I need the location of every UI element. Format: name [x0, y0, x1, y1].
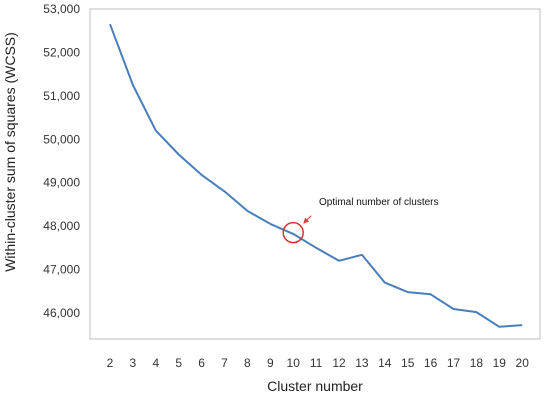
x-tick-label: 15: [401, 356, 415, 370]
y-tick-label: 49,000: [43, 176, 80, 190]
y-tick-label: 48,000: [43, 219, 80, 233]
x-tick-label: 16: [424, 356, 438, 370]
x-tick-label: 13: [355, 356, 369, 370]
plot-frame: [89, 8, 541, 340]
x-tick-label: 18: [470, 356, 484, 370]
x-tick-label: 19: [493, 356, 507, 370]
y-tick-label: 50,000: [43, 132, 80, 146]
x-tick-label: 12: [332, 356, 346, 370]
x-axis-title: Cluster number: [267, 378, 363, 394]
series-line-wcss: [109, 23, 523, 328]
x-tick-label: 6: [198, 356, 205, 370]
y-axis-ticks: 46,000 47,000 48,000 49,000 50,000 51,000 52,0…: [43, 2, 80, 320]
y-tick-label: 47,000: [43, 263, 80, 277]
x-tick-label: 5: [175, 356, 182, 370]
x-tick-label: 8: [244, 356, 251, 370]
x-tick-label: 3: [130, 356, 137, 370]
annotation-text: Optimal number of clusters: [319, 197, 439, 208]
y-tick-label: 53,000: [43, 2, 80, 16]
x-tick-label: 14: [378, 356, 392, 370]
x-tick-label: 4: [152, 356, 159, 370]
x-tick-label: 7: [221, 356, 228, 370]
annotation-arrowhead: [303, 217, 310, 224]
x-axis-ticks: 2 3 4 5 6 7 8 9 10 11 12 13 14 15 16 17 18 19 20: [107, 356, 530, 370]
y-tick-label: 52,000: [43, 45, 80, 59]
y-tick-label: 51,000: [43, 89, 80, 103]
x-tick-label: 2: [107, 356, 114, 370]
x-tick-label: 17: [447, 356, 461, 370]
x-tick-label: 9: [267, 356, 274, 370]
x-tick-label: 20: [516, 356, 530, 370]
x-tick-label: 11: [310, 356, 323, 370]
y-tick-label: 46,000: [43, 306, 80, 320]
x-tick-label: 10: [287, 356, 301, 370]
y-axis-title: Within-cluster sum of squares (WCSS): [2, 32, 18, 272]
optimal-point-circle: [282, 221, 304, 244]
